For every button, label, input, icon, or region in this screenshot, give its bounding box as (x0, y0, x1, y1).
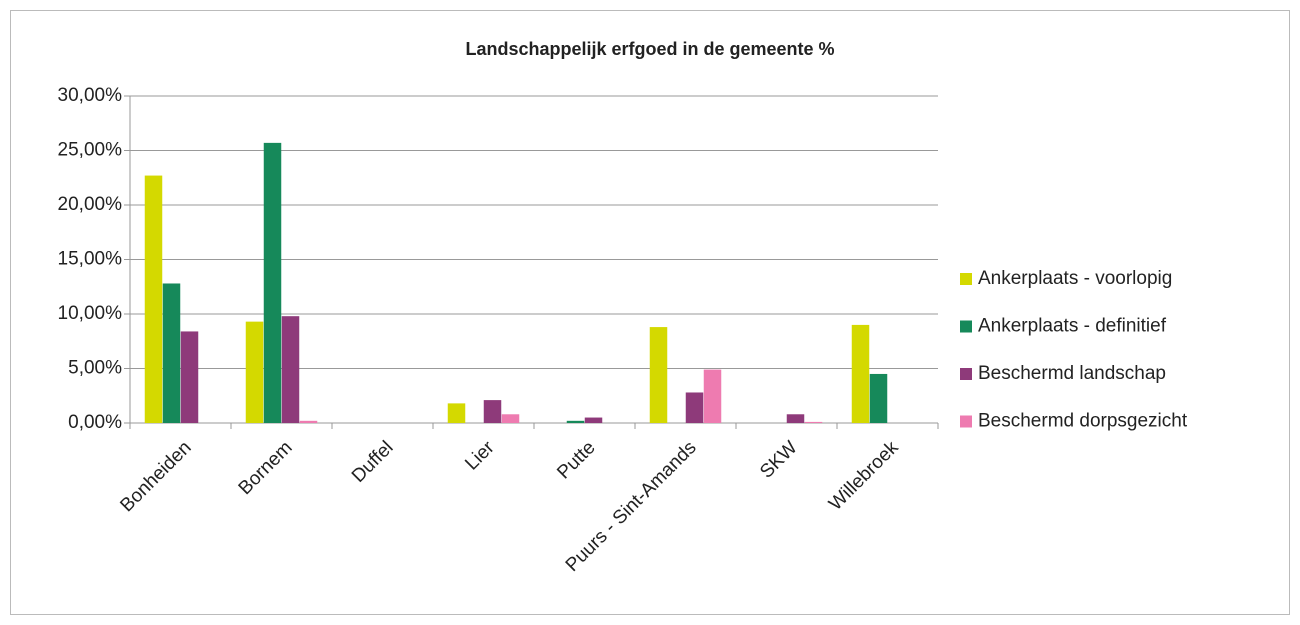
bar (584, 417, 603, 423)
bar (851, 324, 870, 423)
chart-frame (10, 10, 1290, 615)
bar (144, 175, 163, 423)
legend-swatch (960, 320, 972, 333)
bar (483, 400, 502, 423)
y-tick-label: 5,00% (68, 358, 122, 379)
y-tick-label: 0,00% (68, 412, 122, 433)
bar (245, 321, 264, 423)
bar (703, 369, 722, 423)
chart-title: Landschappelijk erfgoed in de gemeente % (465, 39, 834, 59)
bar (299, 420, 318, 423)
bar (263, 142, 282, 423)
legend-label: Ankerplaats - definitief (978, 316, 1167, 337)
bar (162, 283, 181, 423)
bar (447, 403, 466, 423)
y-tick-label: 20,00% (58, 194, 123, 215)
bar (649, 327, 668, 423)
legend-swatch (960, 415, 972, 428)
y-tick-label: 30,00% (58, 85, 123, 106)
bar (281, 316, 300, 423)
bar (566, 420, 585, 423)
bar (685, 392, 704, 423)
legend-swatch (960, 273, 972, 285)
bar (786, 414, 805, 423)
y-tick-label: 10,00% (58, 303, 123, 324)
legend-label: Beschermd dorpsgezicht (978, 411, 1188, 432)
y-tick-label: 25,00% (58, 140, 123, 161)
legend-label: Ankerplaats - voorlopig (978, 268, 1172, 289)
y-tick-label: 15,00% (58, 249, 123, 270)
bar (501, 414, 520, 423)
legend-swatch (960, 368, 972, 380)
legend-label: Beschermd landschap (978, 363, 1166, 384)
bar (869, 373, 888, 423)
bar (804, 421, 823, 423)
bar (180, 331, 199, 423)
